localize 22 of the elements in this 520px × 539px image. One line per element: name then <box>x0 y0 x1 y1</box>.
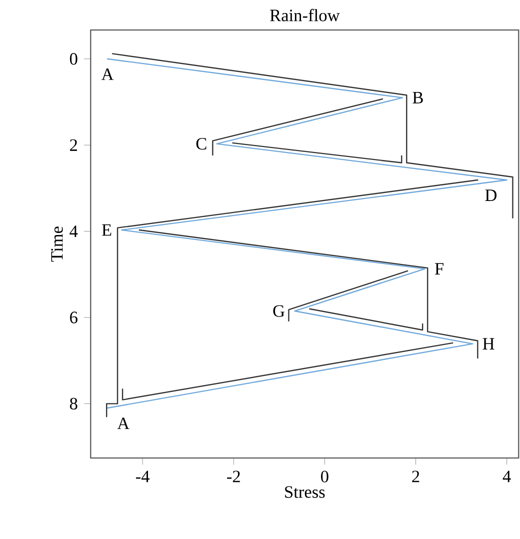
annotation: C <box>196 138 206 150</box>
y-tick-label: 6 <box>70 312 78 324</box>
y-tick-label: 0 <box>70 53 78 65</box>
y-tick-label: 2 <box>70 139 78 151</box>
annotation: F <box>434 263 444 274</box>
annotation: A <box>101 68 114 80</box>
annotation: G <box>273 305 284 317</box>
annotation: H <box>482 338 494 350</box>
y-axis-title: Time <box>51 226 63 262</box>
annotation: E <box>102 224 112 236</box>
x-tick-label: 4 <box>502 470 511 482</box>
y-tick-label: 4 <box>70 226 78 237</box>
x-tick-label: -4 <box>136 470 150 482</box>
x-tick-label: -2 <box>227 470 240 482</box>
annotation: D <box>485 190 497 201</box>
annotation: B <box>412 92 423 104</box>
annotation: A <box>117 418 130 430</box>
x-tick-label: 0 <box>321 470 328 482</box>
chart-title: Rain-flow <box>270 8 340 22</box>
y-tick-label: 8 <box>70 398 78 410</box>
x-tick-label: 2 <box>412 470 420 482</box>
x-axis-title: Stress <box>285 486 325 498</box>
